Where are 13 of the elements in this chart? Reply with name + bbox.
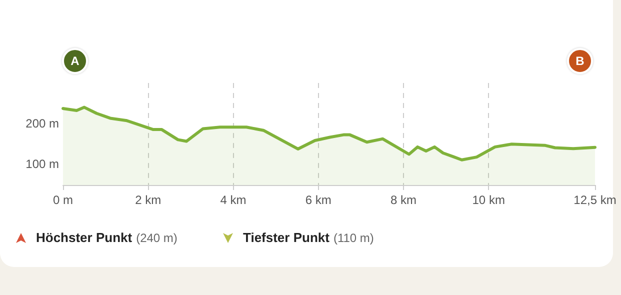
x-tick-label: 10 km [472, 193, 505, 207]
x-tick-label: 12,5 km [574, 193, 616, 207]
text: Tiefster Punkt (110 m) [243, 230, 374, 245]
text: Höchster Punkt (240 m) [36, 230, 178, 245]
y-tick-label: 100 m [26, 156, 59, 171]
text: B [567, 48, 593, 74]
x-tick-label: 0 m [52, 193, 74, 207]
y-tick-label: 200 m [26, 116, 59, 130]
x-tick-label: 6 km [305, 193, 332, 207]
x-tick-label: 8 km [390, 193, 416, 207]
x-tick-label: 4 km [220, 193, 246, 207]
x-tick-label: 2 km [135, 193, 162, 207]
text: A [62, 48, 88, 74]
